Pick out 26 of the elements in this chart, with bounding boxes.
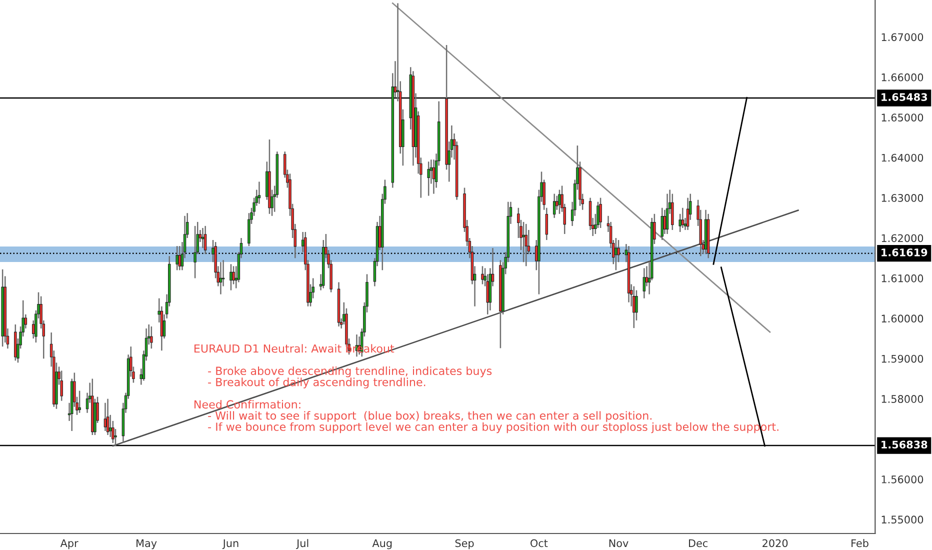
x-tick-label: Feb	[852, 539, 868, 548]
y-tick-label: 1.55000	[882, 516, 924, 524]
y-tick-label: 1.64000	[882, 154, 924, 162]
x-tick-label: Aug	[372, 539, 392, 550]
x-tick-label: Apr	[60, 539, 78, 550]
y-tick-label: 1.59000	[882, 354, 924, 363]
ref-line-label: 1.61619	[882, 248, 928, 256]
y-tick-label: 1.58000	[882, 395, 924, 403]
x-tick-label: Dec	[689, 539, 708, 548]
y-tick-label: 1.66000	[882, 73, 924, 82]
ref-line-label: 1.65483	[882, 93, 928, 101]
y-tick-label: 1.67000	[882, 33, 924, 42]
x-tick-label: 2020	[762, 539, 788, 548]
x-tick-label: Jul	[296, 539, 308, 550]
y-tick-label: 1.62000	[882, 234, 924, 242]
x-tick-label: Sep	[455, 539, 474, 550]
y-tick-label: 1.56000	[882, 475, 924, 484]
y-tick-label: 1.61000	[882, 274, 924, 282]
ref-line-label: 1.56838	[882, 440, 928, 449]
x-tick-label: Nov	[609, 539, 628, 548]
y-tick-label: 1.65000	[882, 114, 924, 122]
x-tick-label: May	[136, 539, 157, 550]
y-tick-label: 1.60000	[882, 314, 924, 323]
x-tick-label: Jun	[222, 539, 238, 550]
x-tick-label: Oct	[530, 539, 548, 548]
y-tick-label: 1.63000	[882, 194, 924, 202]
